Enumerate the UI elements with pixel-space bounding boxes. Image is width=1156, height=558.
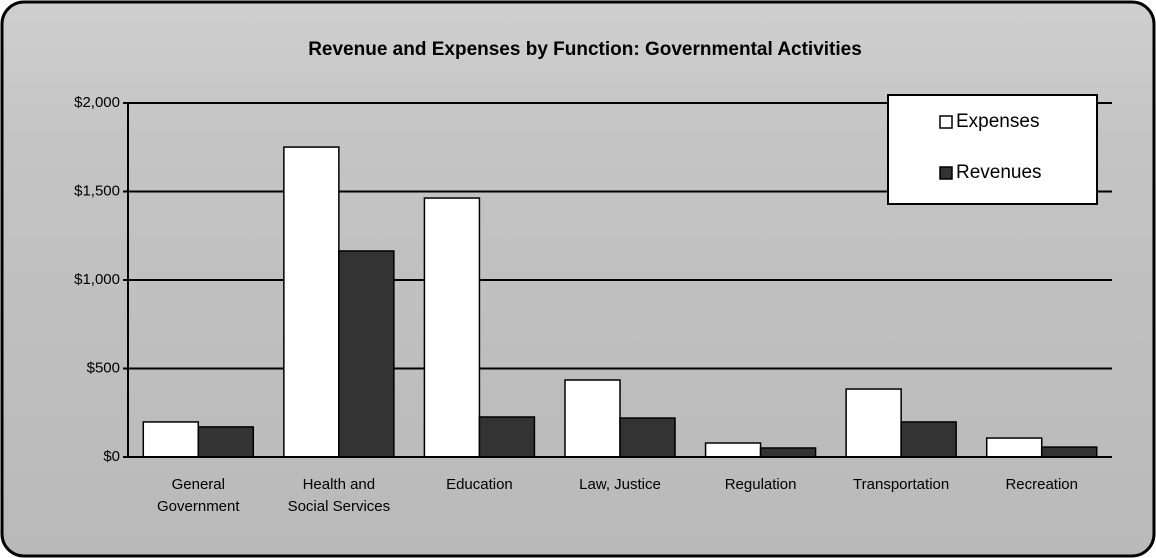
legend-label: Expenses [956, 111, 1039, 132]
y-tick-label: $500 [87, 359, 120, 376]
x-tick-label: General Government [157, 476, 240, 515]
x-tick-label: Transportation [853, 476, 949, 493]
y-tick-label: $1,500 [74, 182, 120, 199]
bar [338, 250, 395, 458]
x-tick-label: Law, Justice [579, 476, 661, 493]
legend-swatch [939, 166, 953, 180]
y-tick-label: $1,000 [74, 271, 120, 288]
x-tick-label: Regulation [725, 476, 797, 493]
bar [619, 417, 676, 458]
y-tick-label: $0 [103, 448, 120, 465]
bar [564, 379, 621, 458]
bar [423, 197, 481, 458]
x-tick-label: Recreation [1005, 476, 1078, 493]
legend-box [887, 94, 1098, 205]
bar [142, 421, 200, 458]
chart-title: Revenue and Expenses by Function: Govern… [308, 39, 862, 60]
bar [1040, 446, 1098, 458]
bar [845, 388, 902, 458]
bar [283, 146, 340, 458]
bar [478, 416, 536, 458]
y-tick-label: $2,000 [74, 94, 120, 111]
bar [900, 421, 957, 458]
legend-label: Revenues [956, 162, 1042, 183]
x-tick-label: Health and Social Services [288, 476, 391, 515]
x-tick-label: Education [446, 476, 513, 493]
legend: Expenses Revenues [887, 94, 1098, 205]
bar [704, 442, 762, 458]
legend-swatch [939, 115, 953, 129]
bar [985, 437, 1043, 458]
bar [759, 447, 817, 458]
bar [197, 426, 255, 458]
